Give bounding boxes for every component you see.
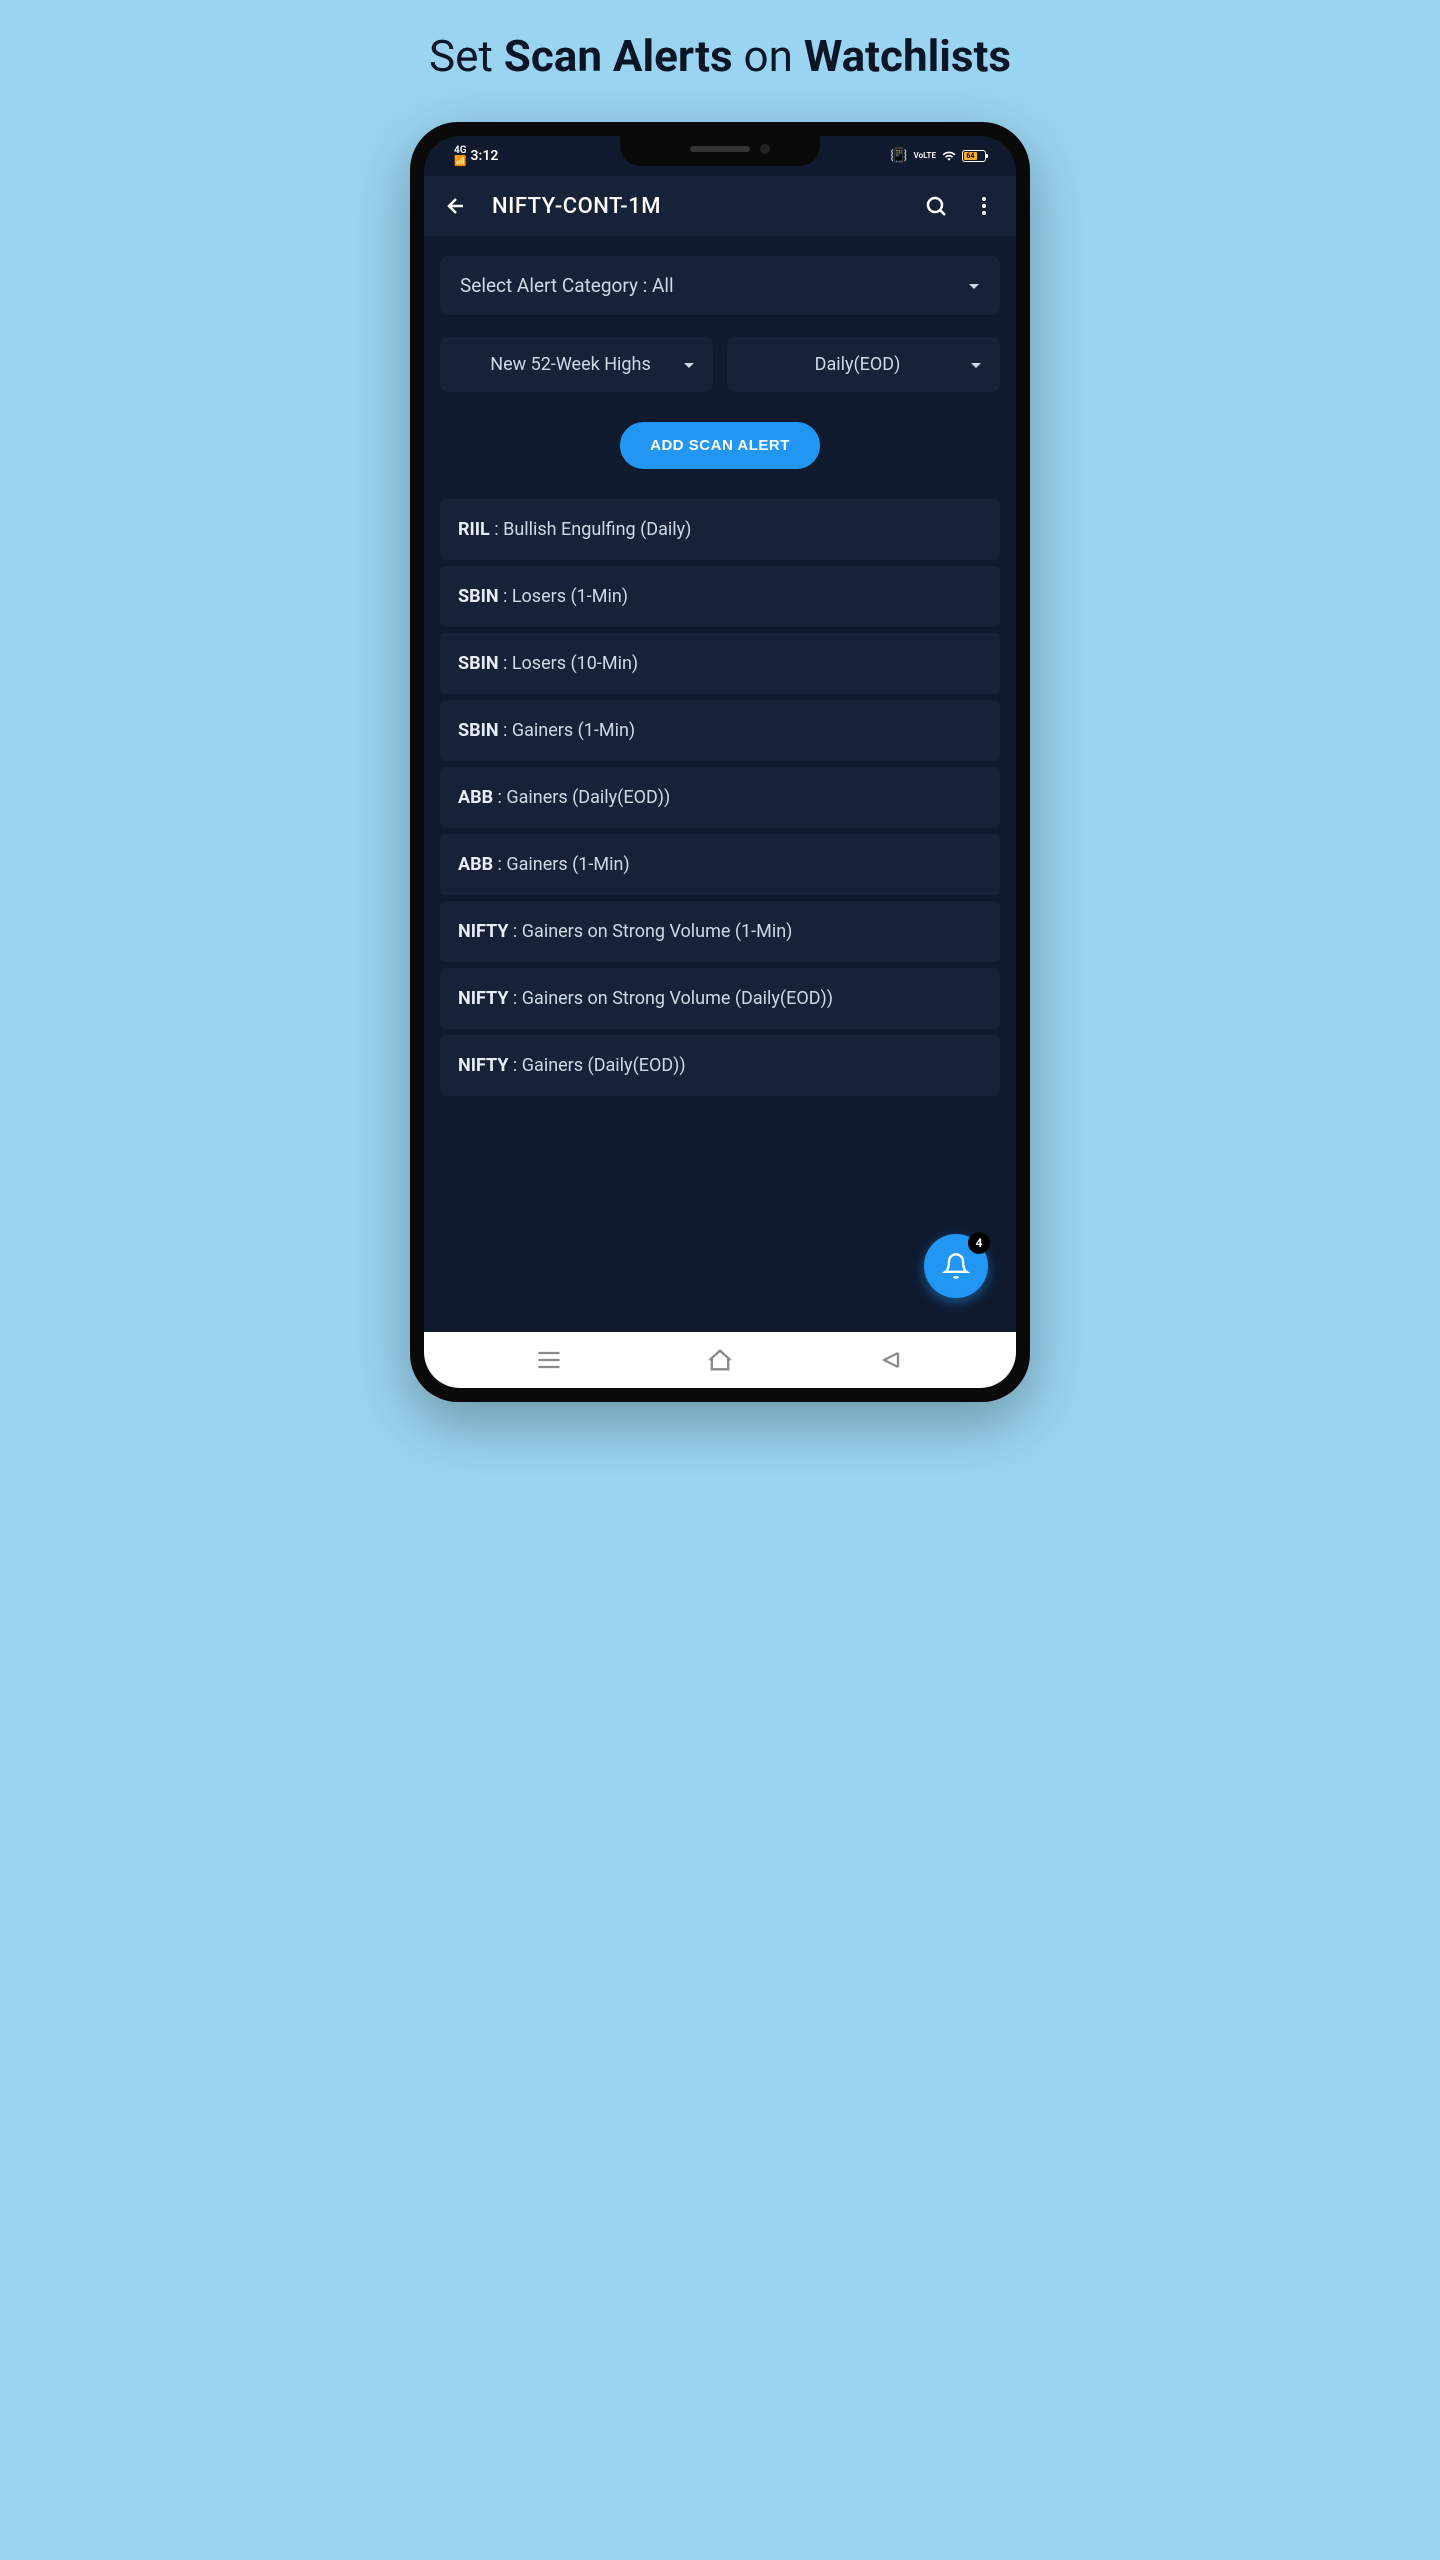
add-scan-alert-button[interactable]: ADD SCAN ALERT [620, 422, 820, 469]
alert-description: Losers (1-Min) [512, 586, 628, 607]
chevron-down-icon [970, 359, 982, 371]
phone-notch [620, 136, 820, 166]
vibrate-icon: 📳 [890, 148, 907, 164]
alert-description: Gainers (1-Min) [506, 854, 629, 875]
alert-symbol: RIIL [458, 519, 490, 540]
volte-indicator: VoLTE [914, 152, 936, 160]
back-nav-button[interactable] [877, 1346, 905, 1374]
fab-badge: 4 [968, 1232, 990, 1254]
alert-symbol: NIFTY [458, 1055, 508, 1076]
battery-indicator: 64 [962, 150, 986, 162]
system-nav-bar [424, 1332, 1016, 1388]
alert-item[interactable]: SBIN : Losers (10-Min) [440, 633, 1000, 694]
page-heading: Set Scan Alerts on Watchlists [429, 30, 1011, 82]
alert-item[interactable]: SBIN : Losers (1-Min) [440, 566, 1000, 627]
category-select-label: Select Alert Category : All [460, 274, 674, 297]
alert-description: Gainers on Strong Volume (Daily(EOD)) [522, 988, 833, 1009]
status-right: 📳 VoLTE 64 [890, 148, 986, 164]
alert-item[interactable]: NIFTY : Gainers on Strong Volume (1-Min) [440, 901, 1000, 962]
scan-type-dropdown[interactable]: New 52-Week Highs [440, 337, 713, 392]
app-bar: NIFTY-CONT-1M [424, 176, 1016, 236]
alert-description: Gainers (1-Min) [512, 720, 635, 741]
alert-symbol: SBIN [458, 586, 499, 607]
category-select[interactable]: Select Alert Category : All [440, 256, 1000, 315]
recents-button[interactable] [535, 1346, 563, 1374]
status-left: 4G📶 3:12 [454, 145, 498, 167]
alert-item[interactable]: ABB : Gainers (Daily(EOD)) [440, 767, 1000, 828]
dropdown-row: New 52-Week Highs Daily(EOD) [440, 337, 1000, 392]
content-area: Select Alert Category : All New 52-Week … [424, 236, 1016, 1332]
clock: 3:12 [471, 148, 499, 164]
overflow-menu-button[interactable] [972, 194, 996, 218]
alert-list: RIIL : Bullish Engulfing (Daily)SBIN : L… [440, 499, 1000, 1096]
alert-symbol: ABB [458, 787, 493, 808]
battery-level: 64 [964, 152, 977, 160]
timeframe-dropdown[interactable]: Daily(EOD) [727, 337, 1000, 392]
alert-symbol: NIFTY [458, 988, 508, 1009]
alert-item[interactable]: NIFTY : Gainers on Strong Volume (Daily(… [440, 968, 1000, 1029]
network-indicator: 4G📶 [454, 145, 467, 167]
alert-symbol: ABB [458, 854, 493, 875]
alert-description: Gainers (Daily(EOD)) [522, 1055, 686, 1076]
alert-description: Bullish Engulfing (Daily) [503, 519, 691, 540]
alert-item[interactable]: ABB : Gainers (1-Min) [440, 834, 1000, 895]
alert-description: Gainers on Strong Volume (1-Min) [522, 921, 793, 942]
chevron-down-icon [683, 359, 695, 371]
alert-symbol: SBIN [458, 653, 499, 674]
back-button[interactable] [444, 194, 468, 218]
bell-icon [942, 1252, 970, 1280]
add-button-row: ADD SCAN ALERT [440, 422, 1000, 469]
timeframe-label: Daily(EOD) [745, 353, 970, 376]
wifi-icon [942, 149, 956, 163]
search-button[interactable] [924, 194, 948, 218]
phone-screen: 4G📶 3:12 📳 VoLTE 64 NIFTY-CONT-1M Select… [424, 136, 1016, 1388]
alert-item[interactable]: NIFTY : Gainers (Daily(EOD)) [440, 1035, 1000, 1096]
alert-symbol: SBIN [458, 720, 499, 741]
alert-item[interactable]: SBIN : Gainers (1-Min) [440, 700, 1000, 761]
phone-frame: 4G📶 3:12 📳 VoLTE 64 NIFTY-CONT-1M Select… [410, 122, 1030, 1402]
scan-type-label: New 52-Week Highs [458, 353, 683, 376]
chevron-down-icon [968, 280, 980, 292]
app-title: NIFTY-CONT-1M [492, 194, 900, 219]
alert-description: Losers (10-Min) [512, 653, 638, 674]
home-button[interactable] [706, 1346, 734, 1374]
alert-symbol: NIFTY [458, 921, 508, 942]
alert-item[interactable]: RIIL : Bullish Engulfing (Daily) [440, 499, 1000, 560]
notifications-fab[interactable]: 4 [924, 1234, 988, 1298]
alert-description: Gainers (Daily(EOD)) [506, 787, 670, 808]
